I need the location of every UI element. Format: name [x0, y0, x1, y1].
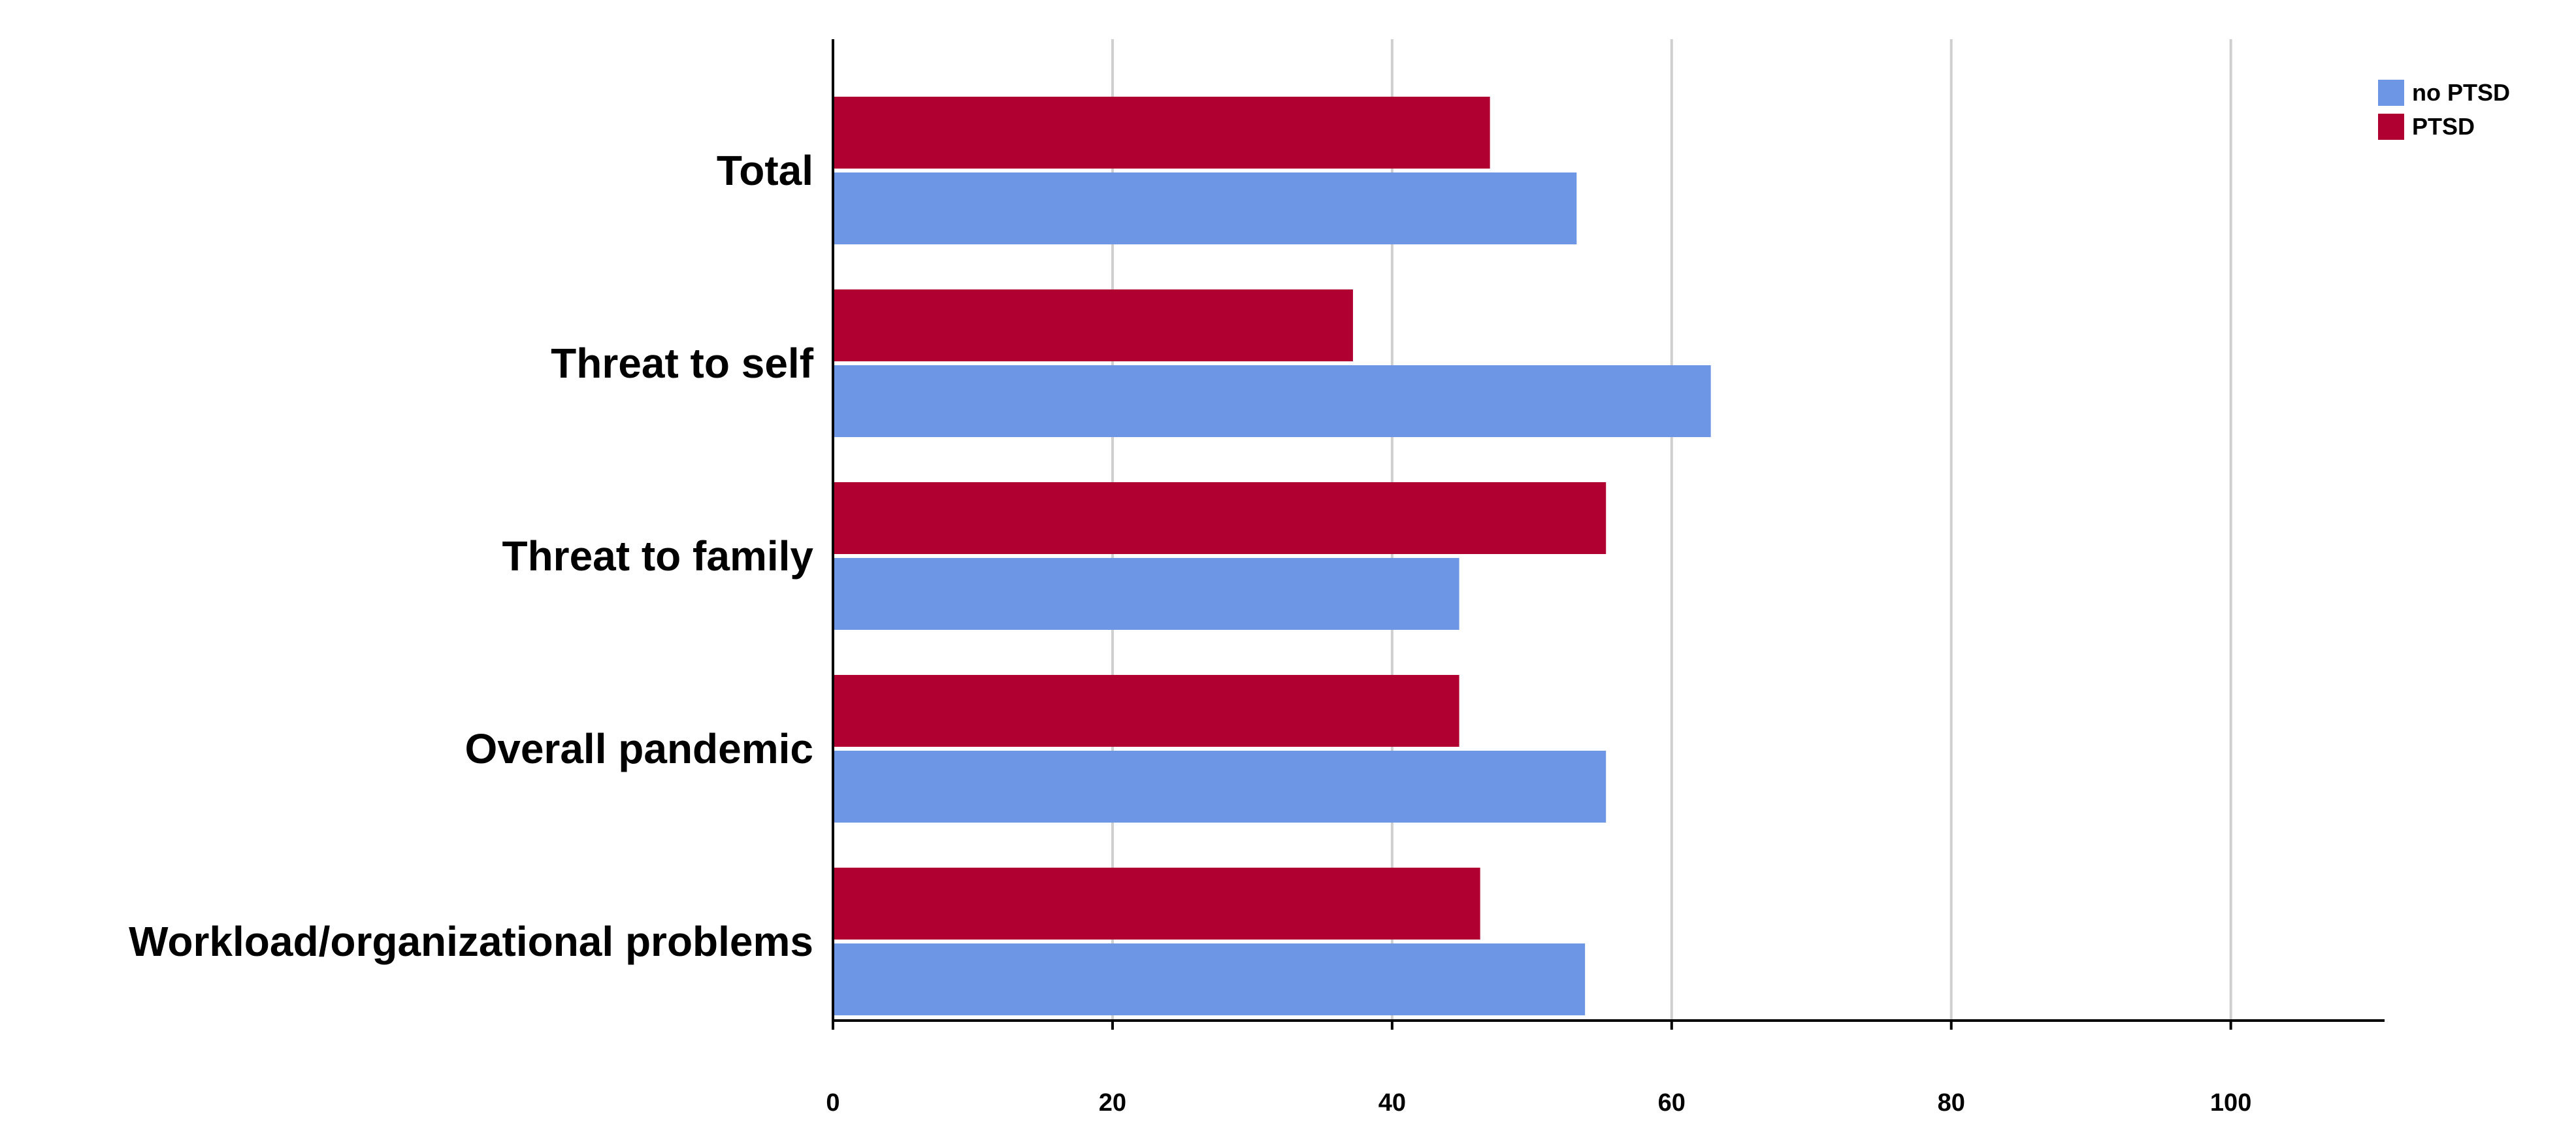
legend-swatch-0 [2378, 80, 2404, 106]
category-label-1: Threat to self [551, 340, 814, 387]
legend-label-1: PTSD [2412, 113, 2475, 140]
bar-no-ptsd-1 [833, 365, 1711, 437]
x-tick-label-0: 0 [826, 1089, 840, 1117]
x-tick-label-60: 60 [1658, 1089, 1686, 1117]
x-tick-labels: 0 20 40 60 80 100 [826, 1089, 2251, 1117]
category-labels: Total Threat to self Threat to family Overa… [129, 147, 814, 965]
x-tick-label-40: 40 [1378, 1089, 1406, 1117]
bar-ptsd-2 [833, 482, 1606, 554]
category-label-2: Threat to family [502, 532, 813, 580]
category-label-3: Overall pandemic [465, 725, 813, 772]
bar-ptsd-3 [833, 675, 1459, 747]
bars [833, 97, 1711, 1015]
bar-no-ptsd-3 [833, 751, 1606, 823]
category-label-0: Total [717, 147, 813, 194]
x-tick-label-100: 100 [2210, 1089, 2251, 1117]
x-tick-label-20: 20 [1099, 1089, 1126, 1117]
bar-no-ptsd-4 [833, 943, 1586, 1015]
bar-ptsd-1 [833, 289, 1353, 361]
legend: no PTSD PTSD [2378, 79, 2510, 140]
x-tick-label-80: 80 [1938, 1089, 1965, 1117]
bar-ptsd-4 [833, 868, 1480, 940]
legend-label-0: no PTSD [2412, 79, 2510, 106]
bar-no-ptsd-2 [833, 558, 1459, 630]
bar-ptsd-0 [833, 97, 1490, 169]
bar-no-ptsd-0 [833, 172, 1577, 244]
category-label-4: Workload/organizational problems [129, 918, 813, 965]
legend-swatch-1 [2378, 114, 2404, 140]
axes [832, 39, 2385, 1030]
